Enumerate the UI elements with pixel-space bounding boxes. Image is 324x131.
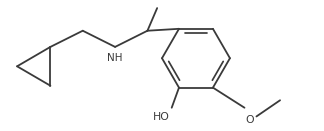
Text: NH: NH: [107, 53, 123, 63]
Text: HO: HO: [153, 112, 170, 122]
Text: O: O: [246, 115, 254, 125]
